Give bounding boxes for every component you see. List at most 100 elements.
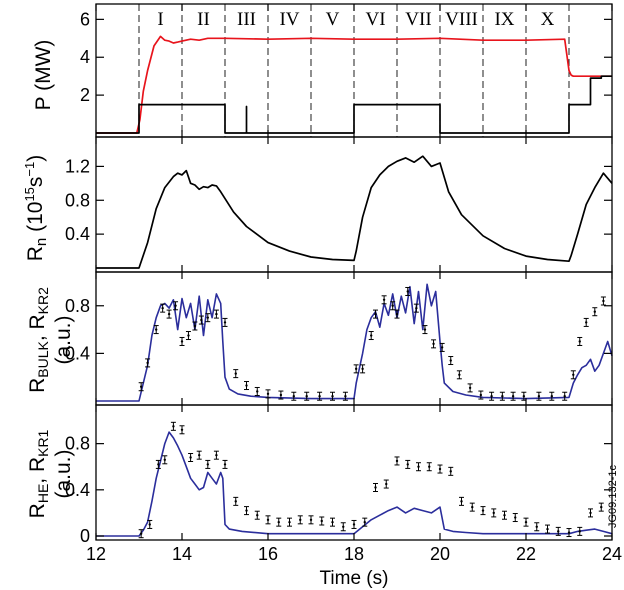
series-line-black xyxy=(96,155,613,269)
errorbar-point xyxy=(278,390,284,400)
errorbar-point xyxy=(439,342,445,352)
errorbar-point xyxy=(254,386,260,396)
phase-label: IX xyxy=(494,9,514,30)
errorbar-point xyxy=(383,479,389,489)
errorbar-marker xyxy=(193,324,197,328)
errorbar-marker xyxy=(578,530,581,533)
errorbar-point xyxy=(431,339,437,349)
errorbar-point xyxy=(502,510,507,520)
phase-label: I xyxy=(157,9,163,30)
errorbar-marker xyxy=(200,318,203,322)
errorbar-point xyxy=(413,303,419,313)
errorbar-point xyxy=(330,391,335,401)
errorbar-marker xyxy=(157,463,160,466)
errorbar-point xyxy=(600,296,606,306)
errorbar-point xyxy=(478,390,484,400)
errorbar-marker xyxy=(514,516,517,519)
errorbar-marker xyxy=(468,386,472,390)
errorbar-point xyxy=(489,391,495,401)
errorbar-marker xyxy=(331,395,334,398)
axis-label-part: (10 xyxy=(24,202,47,238)
errorbar-marker xyxy=(602,299,605,303)
axis-label-part: , R xyxy=(26,457,49,484)
errorbar-marker xyxy=(363,520,366,524)
x-tick-label: 18 xyxy=(344,544,364,564)
errorbar-marker xyxy=(318,395,321,398)
axis-label-part: R xyxy=(26,503,49,518)
axis-label-part: (a.u.) xyxy=(52,315,75,364)
errorbar-marker xyxy=(382,298,386,302)
axis-label-part: , R xyxy=(26,314,49,341)
axis-label-part: 15 xyxy=(22,187,37,201)
errorbar-point xyxy=(170,421,176,431)
errorbar-marker xyxy=(234,372,237,375)
series-line-blue xyxy=(96,431,613,537)
errorbar-marker xyxy=(395,459,399,463)
x-tick-label: 20 xyxy=(430,544,450,564)
y-tick-label: 0.4 xyxy=(65,224,90,244)
phase-label: VII xyxy=(405,9,431,30)
y-axis-label-neutron-rate: Rn (1015s−1) xyxy=(22,155,50,262)
errorbar-point xyxy=(198,315,204,325)
axis-label-part: BULK xyxy=(35,341,51,378)
errorbar-point xyxy=(351,519,357,529)
errorbar-marker xyxy=(481,509,485,512)
axis-label-part: R xyxy=(26,378,49,393)
errorbar-marker xyxy=(471,505,474,509)
errorbar-marker xyxy=(535,525,538,528)
errorbar-marker xyxy=(460,500,463,503)
errorbar-marker xyxy=(600,505,603,509)
errorbar-point xyxy=(291,391,297,401)
errorbar-marker xyxy=(406,290,409,293)
errorbar-marker xyxy=(585,321,588,324)
errorbar-marker xyxy=(423,328,427,331)
errorbar-point xyxy=(536,391,542,401)
errorbar-point xyxy=(390,301,396,311)
errorbar-point xyxy=(381,295,387,305)
errorbar-marker xyxy=(511,395,515,398)
y-tick-label: 0.8 xyxy=(65,296,90,316)
errorbar-point xyxy=(342,391,348,401)
errorbar-point xyxy=(254,510,260,520)
errorbar-point xyxy=(523,517,529,527)
panel-frame xyxy=(95,271,613,406)
errorbar-marker xyxy=(449,470,452,473)
errorbar-point xyxy=(188,452,194,462)
errorbar-point xyxy=(138,529,144,539)
panel-3: 0.8 0.4 xyxy=(65,271,613,406)
axis-label-part: (a.u.) xyxy=(52,449,75,498)
errorbar-point xyxy=(394,309,400,319)
errorbar-point xyxy=(549,391,555,401)
errorbar-marker xyxy=(406,463,409,466)
errorbar-marker xyxy=(524,520,528,524)
panel-4: 0.8 0.4 012 14 16 18 20 22 24 Time (s) xyxy=(65,404,622,589)
y-tick-label: 6 xyxy=(80,9,90,29)
errorbar-marker xyxy=(537,395,541,398)
errorbar-point xyxy=(480,506,486,516)
errorbar-marker xyxy=(557,530,560,533)
errorbar-point xyxy=(467,383,473,393)
phase-label: X xyxy=(541,9,555,30)
errorbar-marker xyxy=(567,531,571,534)
errorbar-point xyxy=(317,391,323,401)
errorbar-point xyxy=(577,526,583,536)
errorbar-point xyxy=(373,309,378,319)
errorbar-point xyxy=(147,519,153,529)
errorbar-marker xyxy=(172,425,175,428)
y-tick-label: 1.2 xyxy=(65,156,90,176)
errorbar-point xyxy=(566,528,572,538)
errorbar-marker xyxy=(206,316,209,319)
axis-label-part: KR1 xyxy=(35,429,51,456)
errorbar-marker xyxy=(395,312,399,316)
errorbar-point xyxy=(265,515,271,525)
errorbar-point xyxy=(205,313,211,323)
errorbar-marker xyxy=(163,458,166,461)
errorbar-point xyxy=(179,336,185,346)
errorbar-point xyxy=(162,455,168,465)
errorbar-point xyxy=(222,459,228,469)
errorbar-point xyxy=(185,331,191,341)
errorbar-point xyxy=(491,508,497,518)
x-axis-label: Time (s) xyxy=(320,568,389,589)
errorbar-point xyxy=(422,325,428,335)
